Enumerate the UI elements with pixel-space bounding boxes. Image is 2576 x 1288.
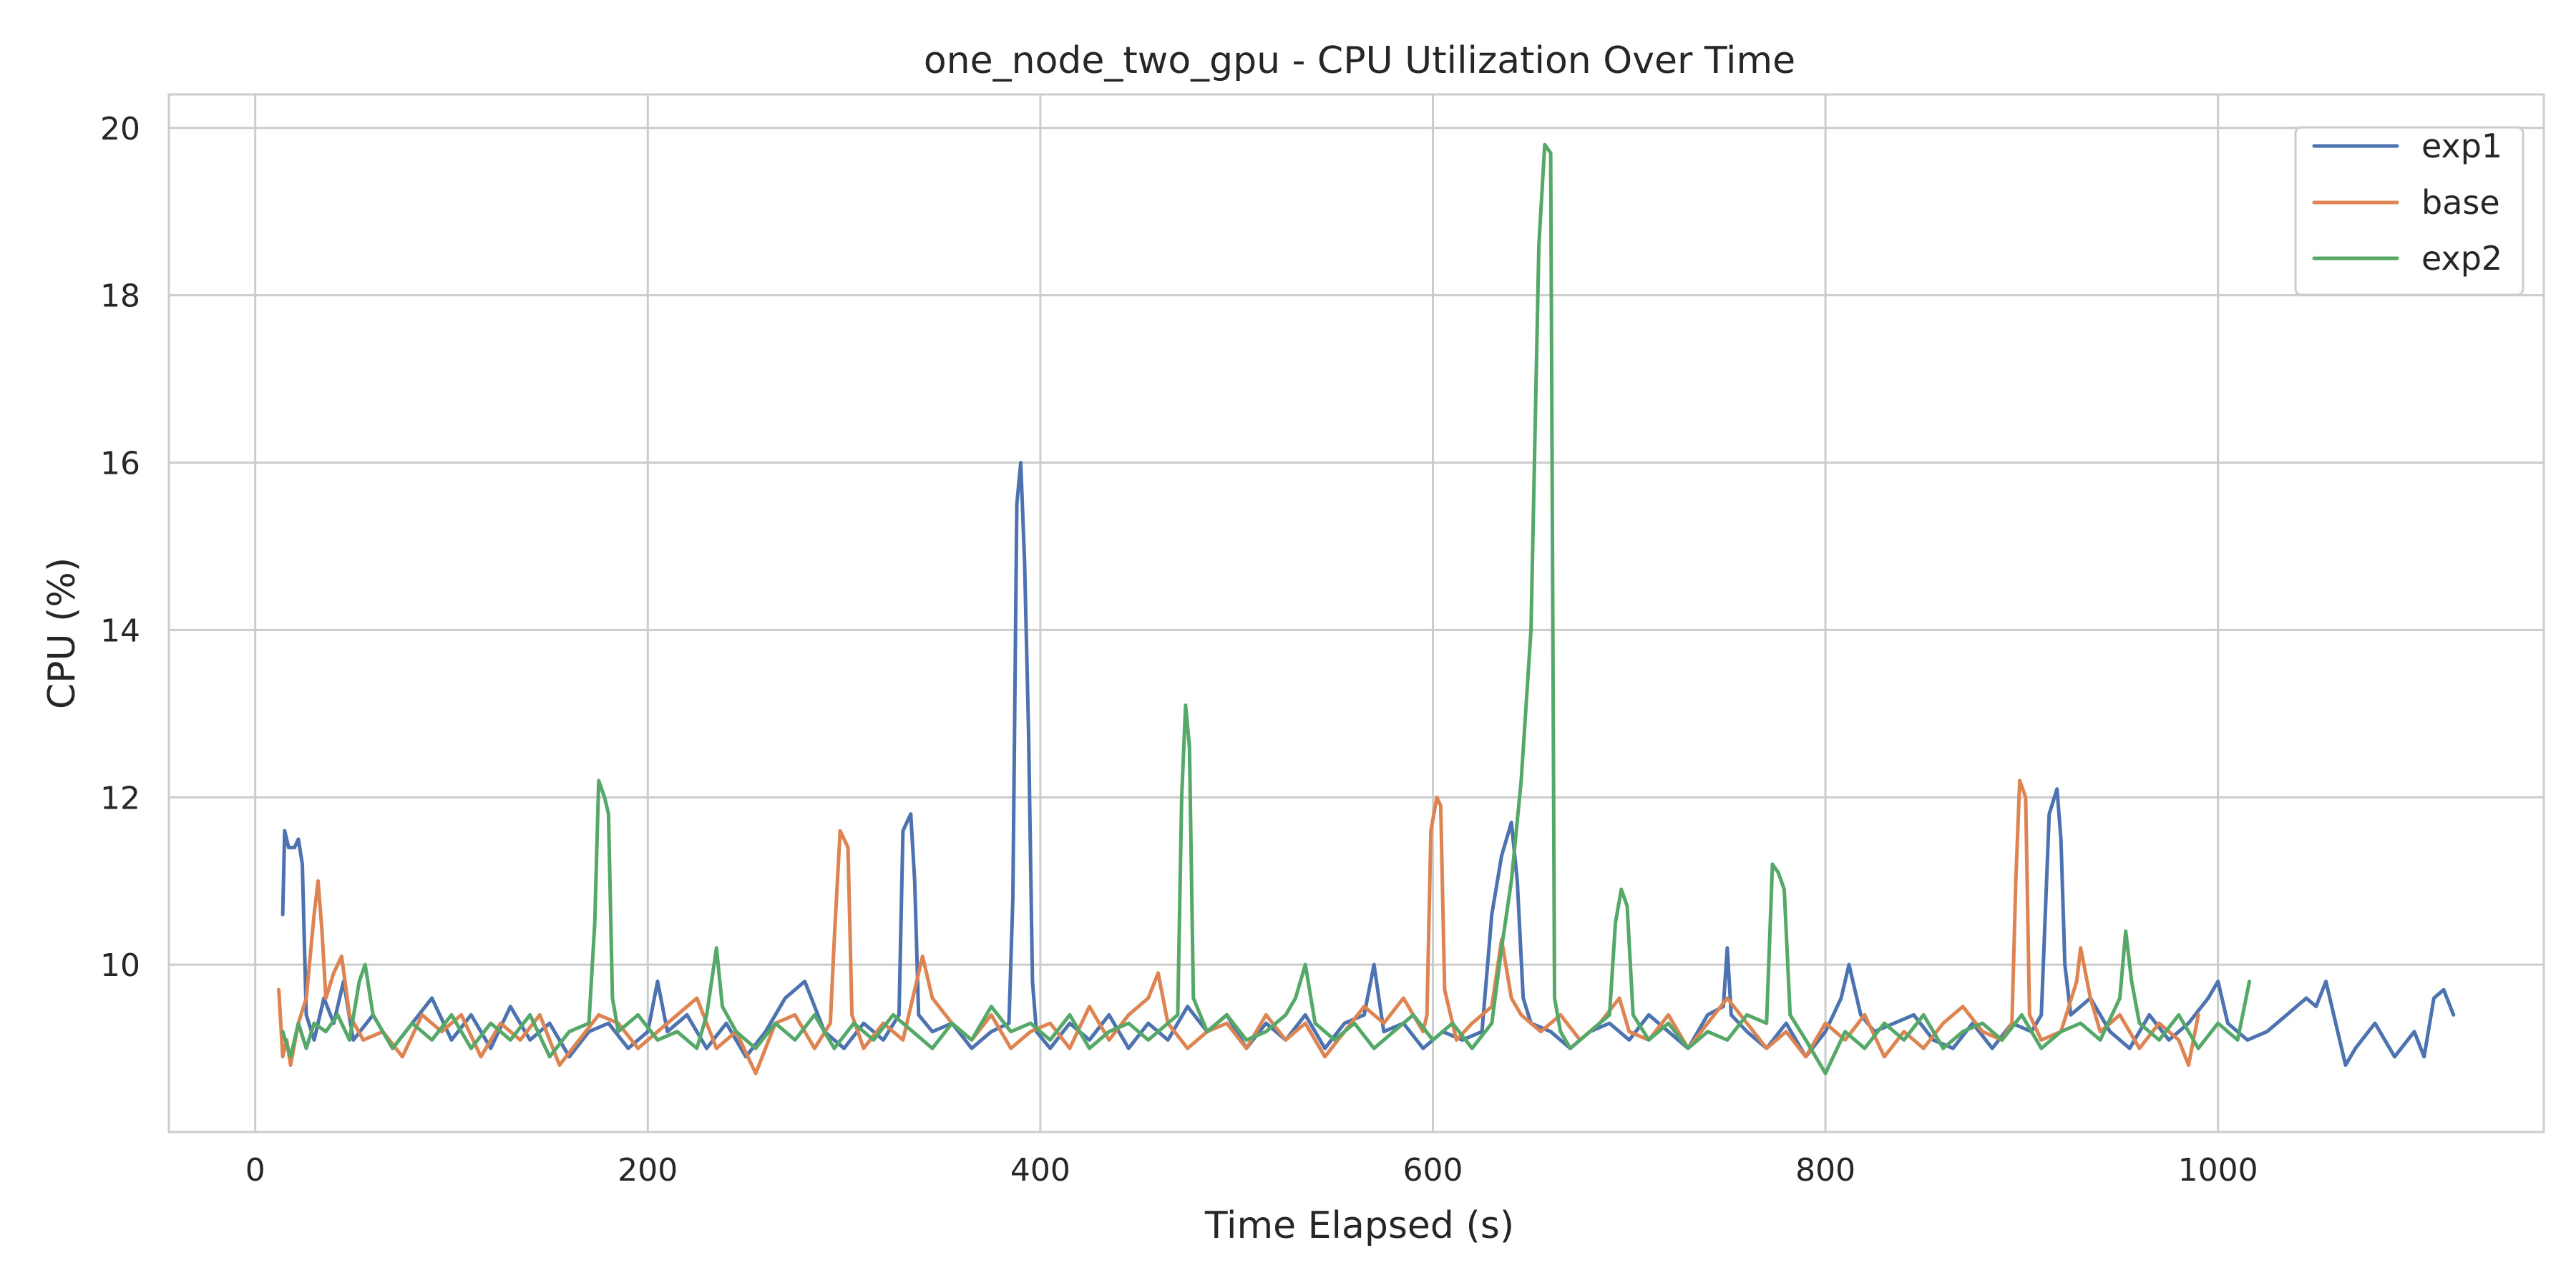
- series-line-exp1: [280, 461, 2456, 1067]
- grid: [169, 94, 2544, 1132]
- x-tick-label: 200: [618, 1152, 678, 1189]
- y-tick-label: 20: [100, 111, 140, 147]
- legend: exp1 base exp2: [2294, 126, 2524, 296]
- legend-label-exp2: exp2: [2421, 239, 2502, 278]
- x-tick-label: 600: [1402, 1152, 1463, 1189]
- y-axis-label: CPU (%): [41, 557, 84, 709]
- y-tick-label: 18: [100, 278, 140, 315]
- y-tick-label: 14: [100, 613, 140, 649]
- x-tick-label: 400: [1010, 1152, 1070, 1189]
- x-tick-label: 800: [1795, 1152, 1855, 1189]
- tick-labels: 0 200 400 600 800 1000 10 12 14 16 18 20: [100, 111, 2258, 1189]
- legend-label-base: base: [2421, 183, 2500, 222]
- series-line-exp2: [280, 142, 2252, 1075]
- legend-label-exp1: exp1: [2421, 127, 2502, 165]
- series-line-base: [277, 779, 2200, 1075]
- chart-title: one_node_two_gpu - CPU Utilization Over …: [924, 39, 1795, 82]
- x-axis-label: Time Elapsed (s): [1204, 1204, 1514, 1247]
- y-tick-label: 16: [100, 446, 140, 482]
- y-tick-label: 10: [100, 947, 140, 984]
- legend-box: [2294, 126, 2524, 296]
- y-tick-label: 12: [100, 780, 140, 816]
- series-group: [277, 142, 2456, 1075]
- x-tick-label: 1000: [2178, 1152, 2258, 1189]
- plot-area-frame: [167, 93, 2545, 1133]
- x-tick-label: 0: [245, 1152, 265, 1189]
